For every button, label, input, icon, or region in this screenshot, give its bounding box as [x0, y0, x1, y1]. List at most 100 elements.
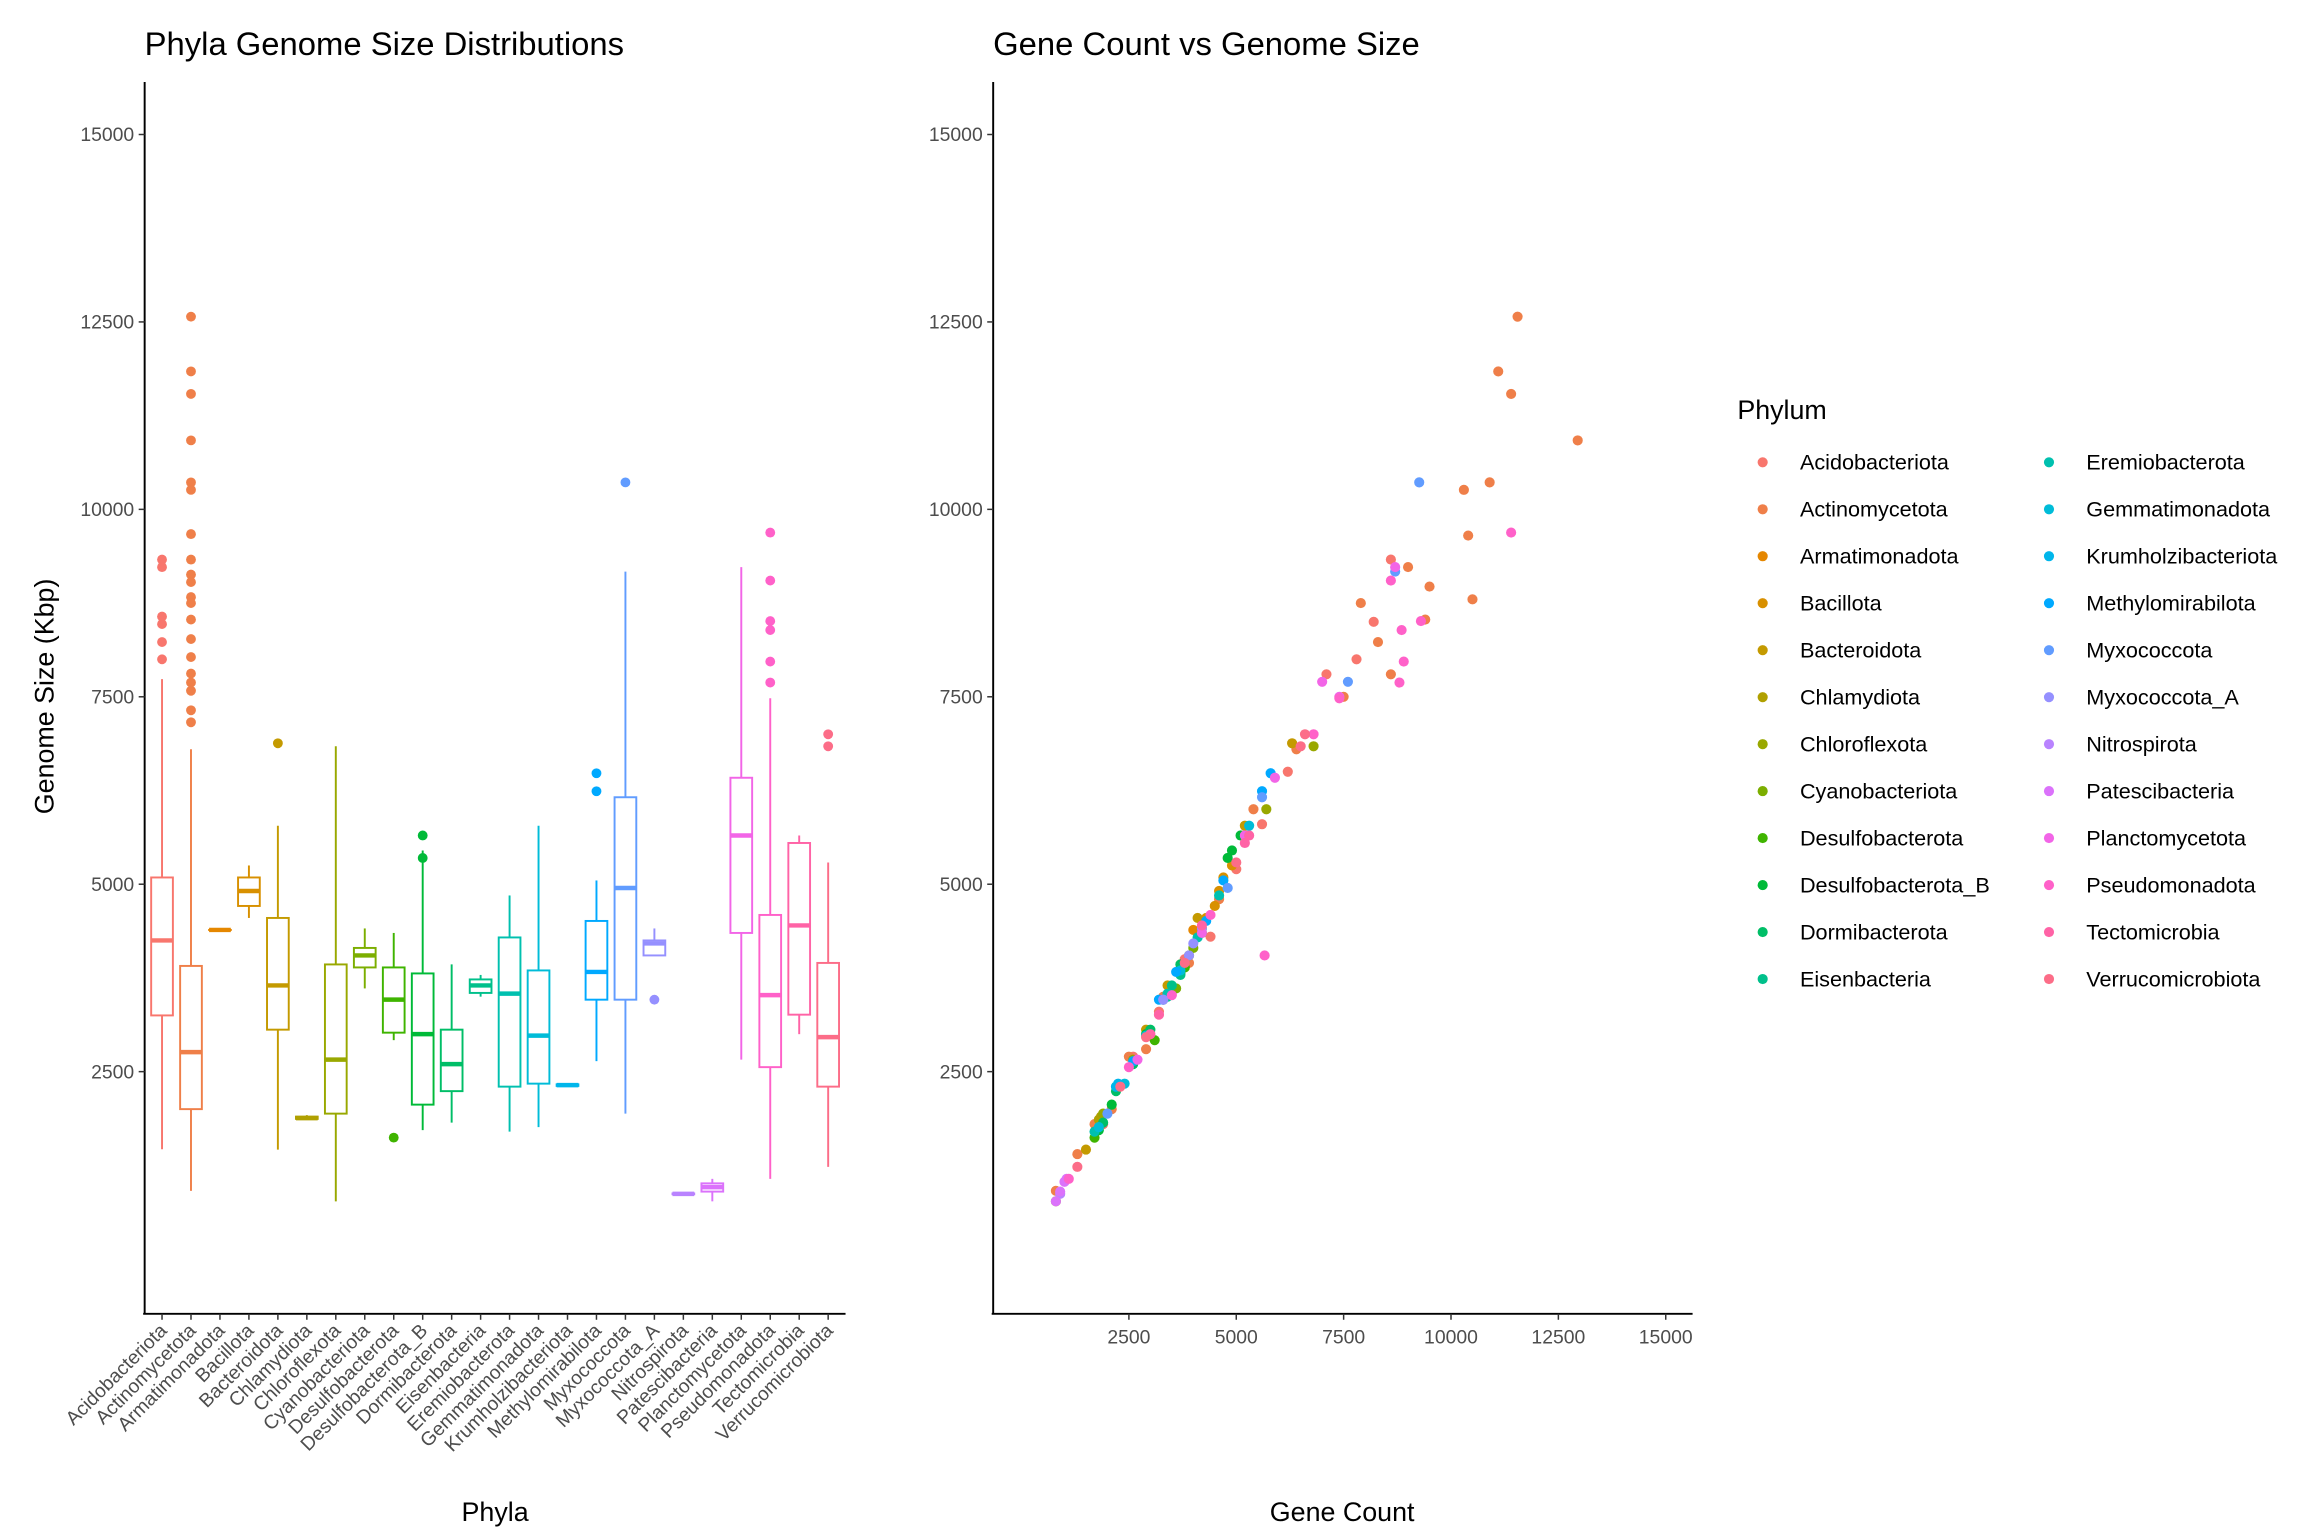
box [729, 776, 754, 934]
point [1385, 554, 1396, 565]
legend-key [2043, 973, 2055, 985]
point [1222, 882, 1233, 894]
point [1269, 772, 1280, 783]
legend-key [1757, 973, 1768, 985]
legend-label: Actinomycetota [1800, 497, 1949, 522]
point [1385, 669, 1396, 680]
legend-label: Eremiobacterota [2086, 450, 2246, 475]
point [1132, 1054, 1143, 1065]
point [1506, 388, 1517, 399]
outlier [186, 435, 196, 446]
point [1183, 950, 1195, 961]
point [1385, 575, 1396, 586]
legend-key [2043, 739, 2055, 750]
point [1102, 1108, 1113, 1119]
legend-label: Acidobacteriota [1800, 450, 1950, 475]
legend-key [2043, 551, 2055, 562]
outlier [591, 786, 602, 797]
point [1214, 890, 1225, 901]
legend-key [2043, 926, 2055, 938]
point [1196, 920, 1207, 931]
x-tick-label: 15000 [1639, 1327, 1693, 1349]
outlier [765, 616, 776, 626]
legend-label: Patescibacteria [2086, 779, 2235, 804]
point [1484, 477, 1495, 488]
outlier [157, 637, 167, 647]
legend-key [1757, 739, 1768, 750]
point [1398, 656, 1409, 667]
legend-label: Myxococcota [2086, 638, 2213, 663]
outlier [649, 994, 660, 1005]
point [1072, 1149, 1083, 1160]
legend-key [1757, 692, 1768, 703]
y-tick-label: 7500 [940, 686, 983, 708]
point [1171, 966, 1182, 978]
outlier [157, 619, 167, 629]
outlier [186, 598, 196, 608]
point [1402, 562, 1414, 573]
outlier [186, 388, 196, 399]
outlier [186, 577, 196, 588]
legend-label: Verrucomicrobiota [2086, 966, 2261, 991]
point [1368, 616, 1379, 627]
legend-label: Desulfobacterota [1800, 826, 1964, 851]
point [1572, 435, 1583, 446]
legend-label: Chloroflexota [1800, 732, 1928, 757]
x-tick-label: 5000 [1215, 1327, 1258, 1349]
outlier [765, 677, 776, 688]
point [1396, 624, 1407, 636]
box [352, 946, 377, 969]
legend-key [2043, 457, 2055, 468]
x-tick-label: 7500 [1322, 1327, 1365, 1349]
outlier [186, 685, 196, 696]
point [1166, 990, 1177, 1001]
box [497, 936, 522, 1088]
point [1372, 636, 1384, 648]
outlier [186, 705, 196, 716]
point [1158, 994, 1169, 1005]
point [1261, 804, 1272, 815]
point [1205, 909, 1216, 921]
x-axis-title: Phyla [462, 1497, 529, 1527]
point [1141, 1032, 1152, 1043]
y-axis-title: Genome Size (Kbp) [30, 579, 60, 815]
y-tick-label: 15000 [929, 124, 983, 146]
legend-label: Planctomycetota [2086, 826, 2247, 851]
legend-label: Cyanobacteriota [1800, 779, 1958, 804]
point [1458, 484, 1469, 495]
legend-key [1757, 879, 1768, 891]
outlier [272, 738, 283, 749]
legend-key [2043, 598, 2055, 609]
outlier [186, 484, 196, 495]
outlier [186, 652, 196, 662]
chart-title: Gene Count vs Genome Size [993, 25, 1420, 62]
legend-label: Methylomirabilota [2086, 591, 2256, 616]
outlier [186, 677, 196, 688]
point [1467, 594, 1478, 605]
x-tick-label: 12500 [1531, 1327, 1585, 1349]
box [526, 969, 551, 1085]
legend-key [2043, 504, 2055, 515]
legend-key [1757, 645, 1768, 656]
point [1244, 830, 1255, 841]
point [1308, 729, 1319, 740]
x-tick-label: 10000 [1424, 1327, 1478, 1349]
point [1463, 530, 1474, 541]
point [1166, 980, 1177, 991]
legend-key [2043, 879, 2055, 891]
box [266, 916, 290, 1031]
y-tick-label: 2500 [940, 1061, 983, 1083]
y-tick-label: 5000 [91, 874, 134, 896]
outlier [765, 527, 776, 538]
point [1248, 804, 1259, 815]
point [1222, 852, 1233, 864]
legend-label: Tectomicrobia [2086, 919, 2220, 944]
point [1218, 875, 1229, 886]
outlier [591, 768, 602, 779]
y-tick-label: 7500 [91, 686, 134, 708]
point [1153, 1009, 1165, 1020]
outlier [765, 656, 776, 667]
legend-key [1757, 551, 1768, 562]
legend-label: Chlamydiota [1800, 685, 1921, 710]
